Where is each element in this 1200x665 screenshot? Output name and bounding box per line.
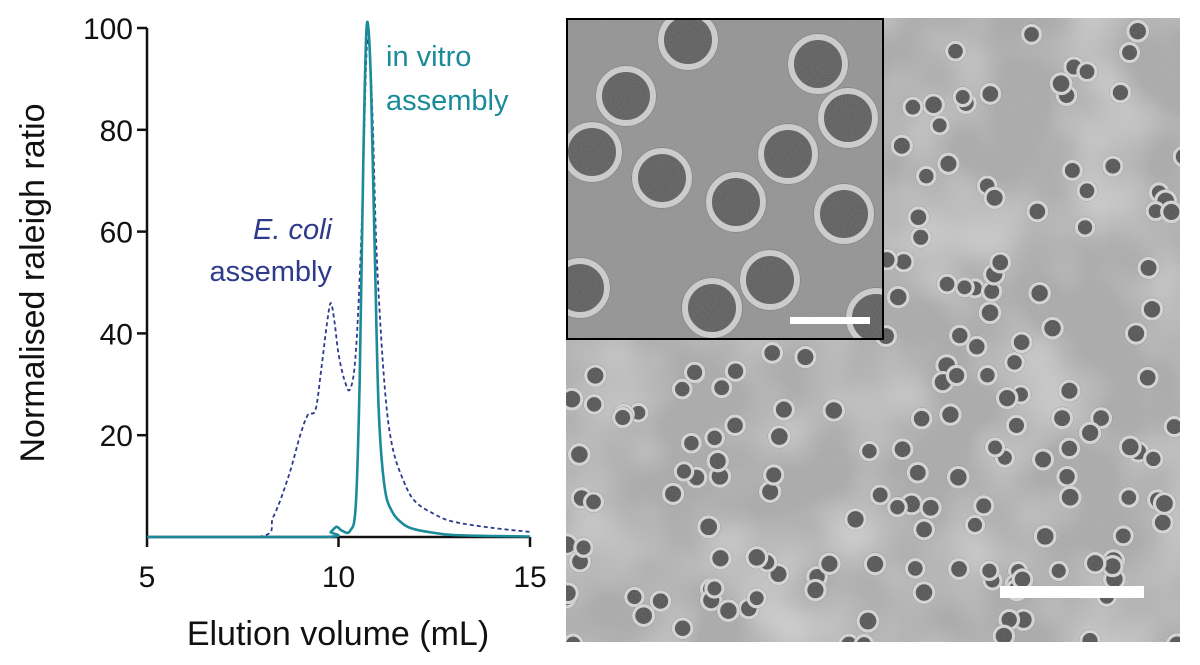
annotation-ecoli: E. coli [253, 214, 334, 246]
y-tick-label: 40 [100, 318, 133, 351]
y-tick-label: 20 [100, 420, 133, 453]
y-tick-label: 80 [100, 115, 133, 148]
y-axis-title: Normalised raleigh ratio [14, 103, 52, 462]
y-tick-label: 60 [100, 217, 133, 250]
x-tick-label: 5 [139, 561, 156, 594]
x-tick-label: 10 [322, 561, 355, 594]
zoom-inset [566, 18, 884, 340]
annotation-in-vitro: in vitro [386, 41, 471, 73]
series-layer [147, 20, 531, 539]
scale-bar-main [1000, 586, 1144, 598]
series-line-ecoli-assembly [147, 39, 531, 538]
y-tick-label: 100 [83, 13, 133, 46]
chart: 5 10 15 20 40 60 80 100 Elution volume (mL) Nor… [14, 13, 547, 653]
x-axis-title: Elution volume (mL) [187, 615, 489, 653]
tem-micrograph-image [566, 18, 1180, 642]
scale-bar-inset [790, 317, 870, 324]
annotation-ecoli-assembly: assembly [210, 256, 333, 288]
ticks: 5 10 15 20 40 60 80 100 [83, 13, 547, 594]
annotation-in-vitro-assembly: assembly [386, 85, 509, 117]
series-line-in-vitro-assembly [147, 20, 531, 539]
x-tick-label: 15 [513, 561, 546, 594]
